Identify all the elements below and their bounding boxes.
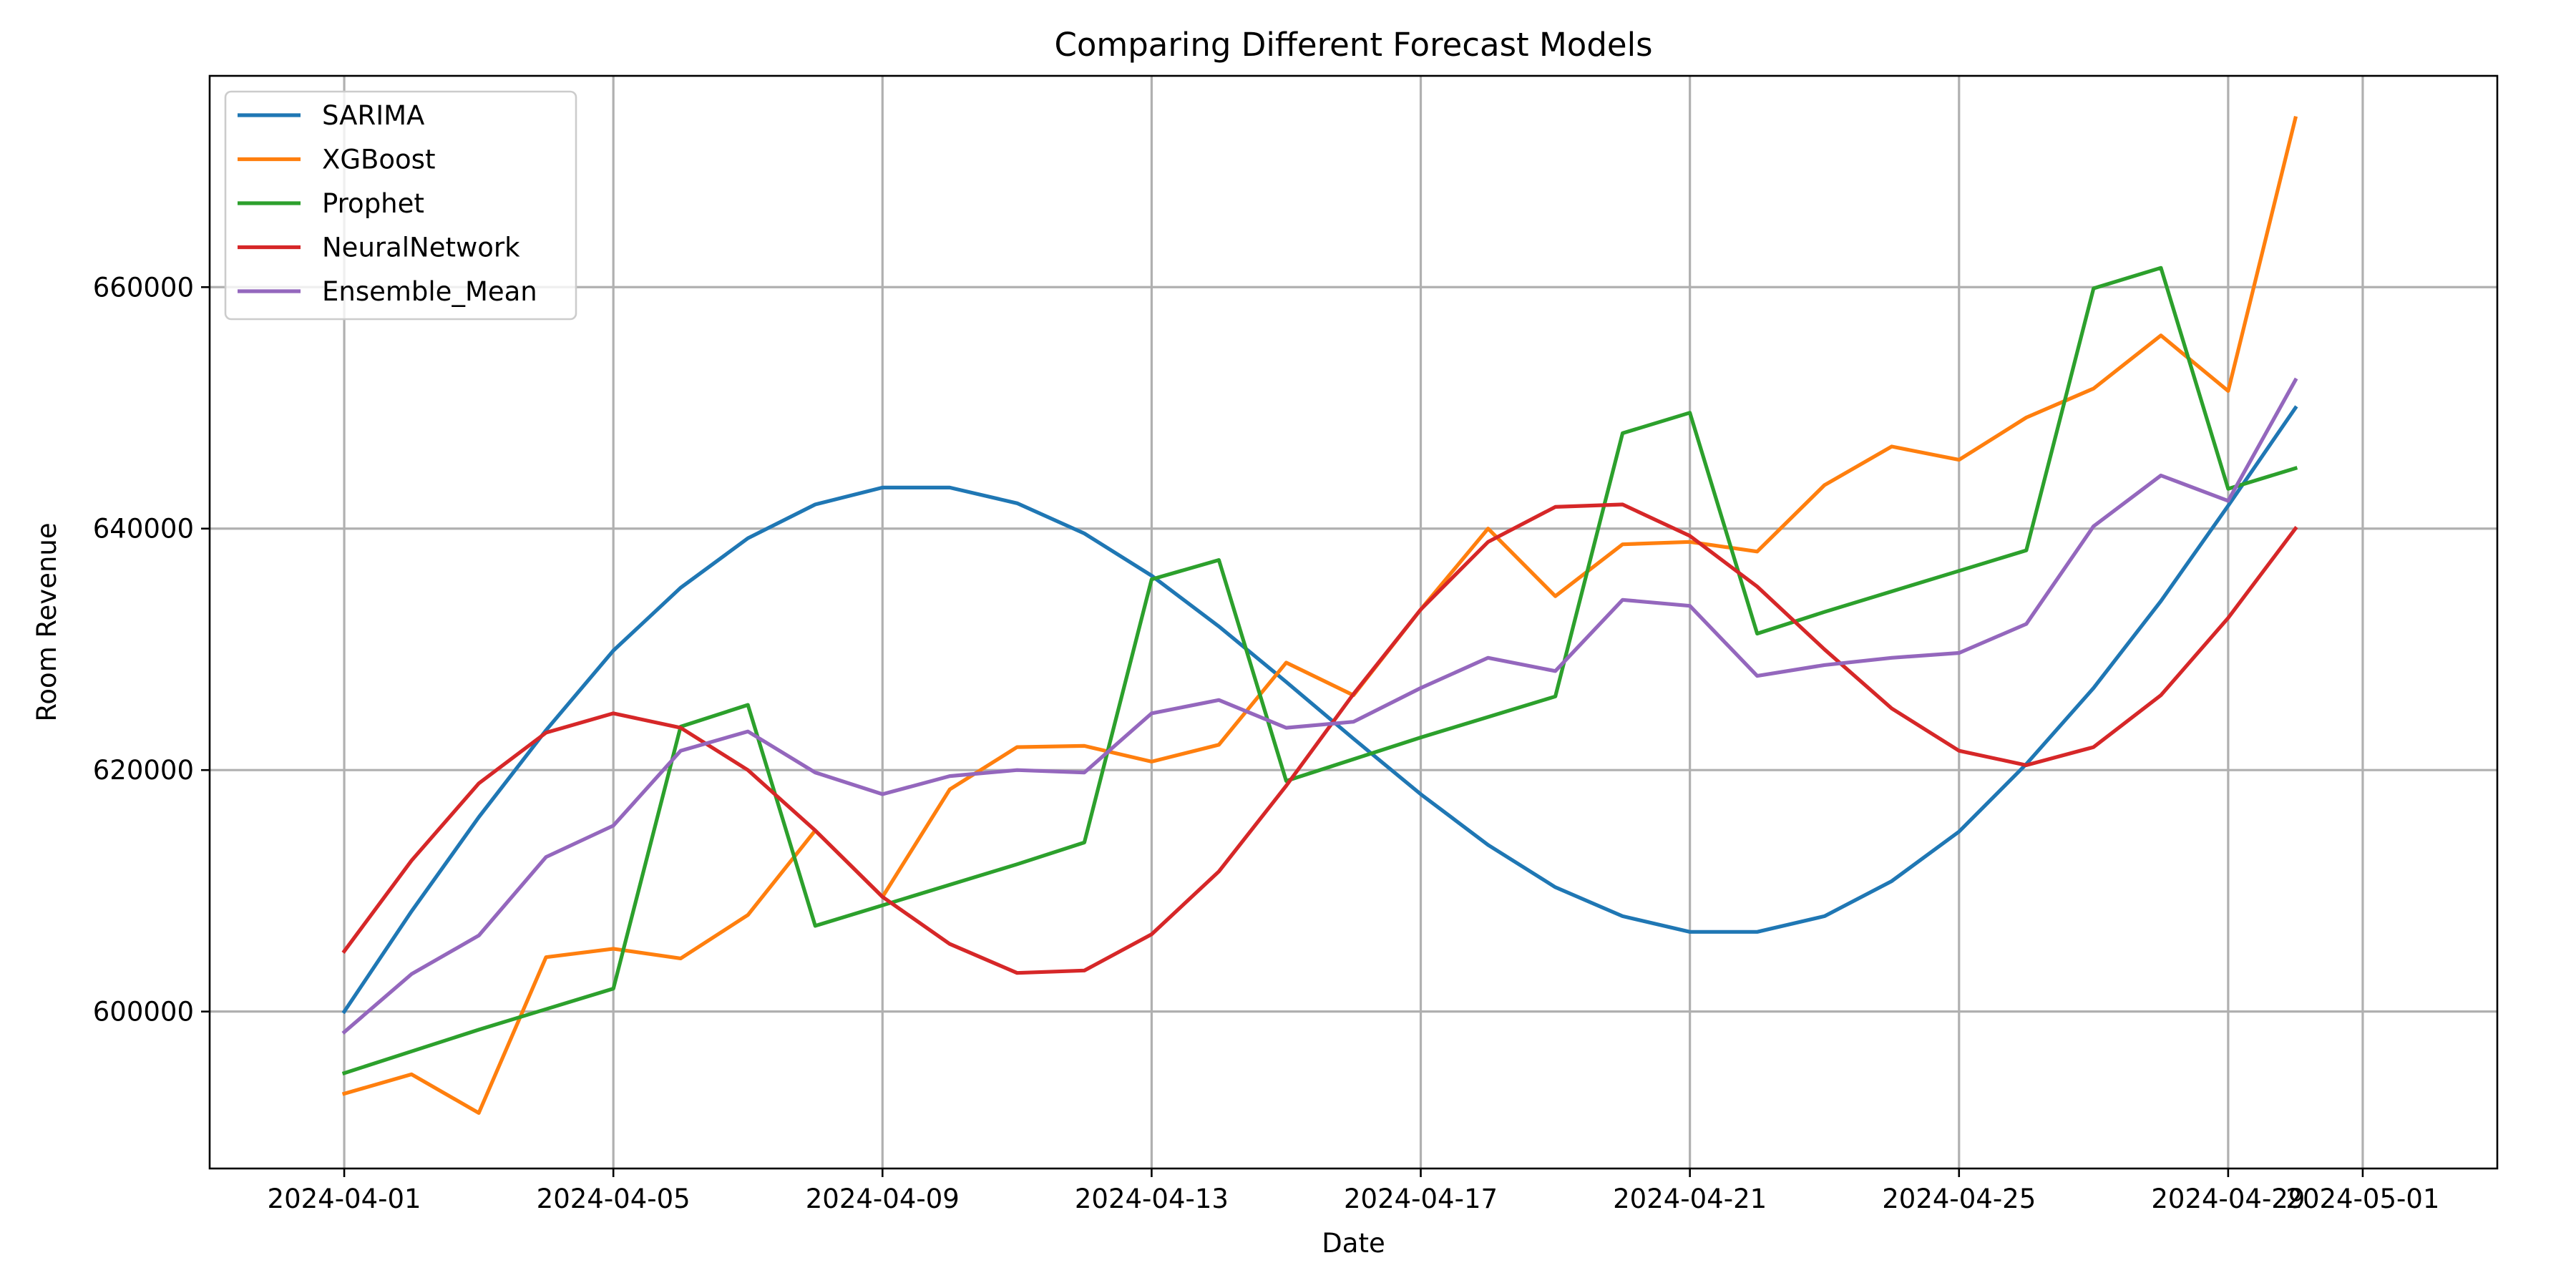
x-tick-label: 2024-04-09 [806, 1184, 960, 1214]
series-line-prophet [341, 265, 2298, 1075]
x-axis-label: Date [1322, 1228, 1385, 1259]
series-lines [341, 115, 2298, 1116]
plot-frame [208, 74, 2499, 1170]
legend-label-ensemble-mean: Ensemble_Mean [322, 276, 537, 307]
y-tick-label: 620000 [93, 755, 194, 786]
legend-label-neuralnetwork: NeuralNetwork [322, 233, 520, 263]
x-tick-label: 2024-04-21 [1613, 1184, 1767, 1214]
x-tick-label: 2024-04-25 [1882, 1184, 2036, 1214]
y-axis-label: Room Revenue [31, 522, 62, 721]
x-tick-label: 2024-04-13 [1075, 1184, 1229, 1214]
grid [210, 76, 2497, 1169]
y-tick-label: 660000 [93, 272, 194, 303]
legend-label-sarima: SARIMA [322, 100, 424, 131]
x-tick-label: 2024-04-29 [2151, 1184, 2305, 1214]
x-tick-label: 2024-04-17 [1344, 1184, 1498, 1214]
x-tick-label: 2024-04-05 [537, 1184, 691, 1214]
series-line-sarima [341, 405, 2298, 1015]
y-tick-label: 640000 [93, 514, 194, 545]
legend: SARIMA XGBoost Prophet NeuralNetwork Ensembl… [224, 90, 577, 321]
legend-box [224, 90, 577, 321]
legend-label-xgboost: XGBoost [322, 145, 435, 175]
x-tick-label: 2024-04-01 [268, 1184, 421, 1214]
chart-title: Comparing Different Forecast Models [1054, 26, 1652, 64]
series-line-neuralnetwork [341, 502, 2298, 975]
legend-label-prophet: Prophet [322, 188, 424, 219]
series-line-ensemble-mean [341, 377, 2298, 1035]
y-tick-label: 600000 [93, 997, 194, 1028]
axis-ticks: 2024-04-01 2024-04-05 2024-04-09 2024-04-13… [93, 272, 2440, 1214]
x-tick-label: 2024-05-01 [2285, 1184, 2439, 1214]
series-line-xgboost [341, 115, 2298, 1116]
